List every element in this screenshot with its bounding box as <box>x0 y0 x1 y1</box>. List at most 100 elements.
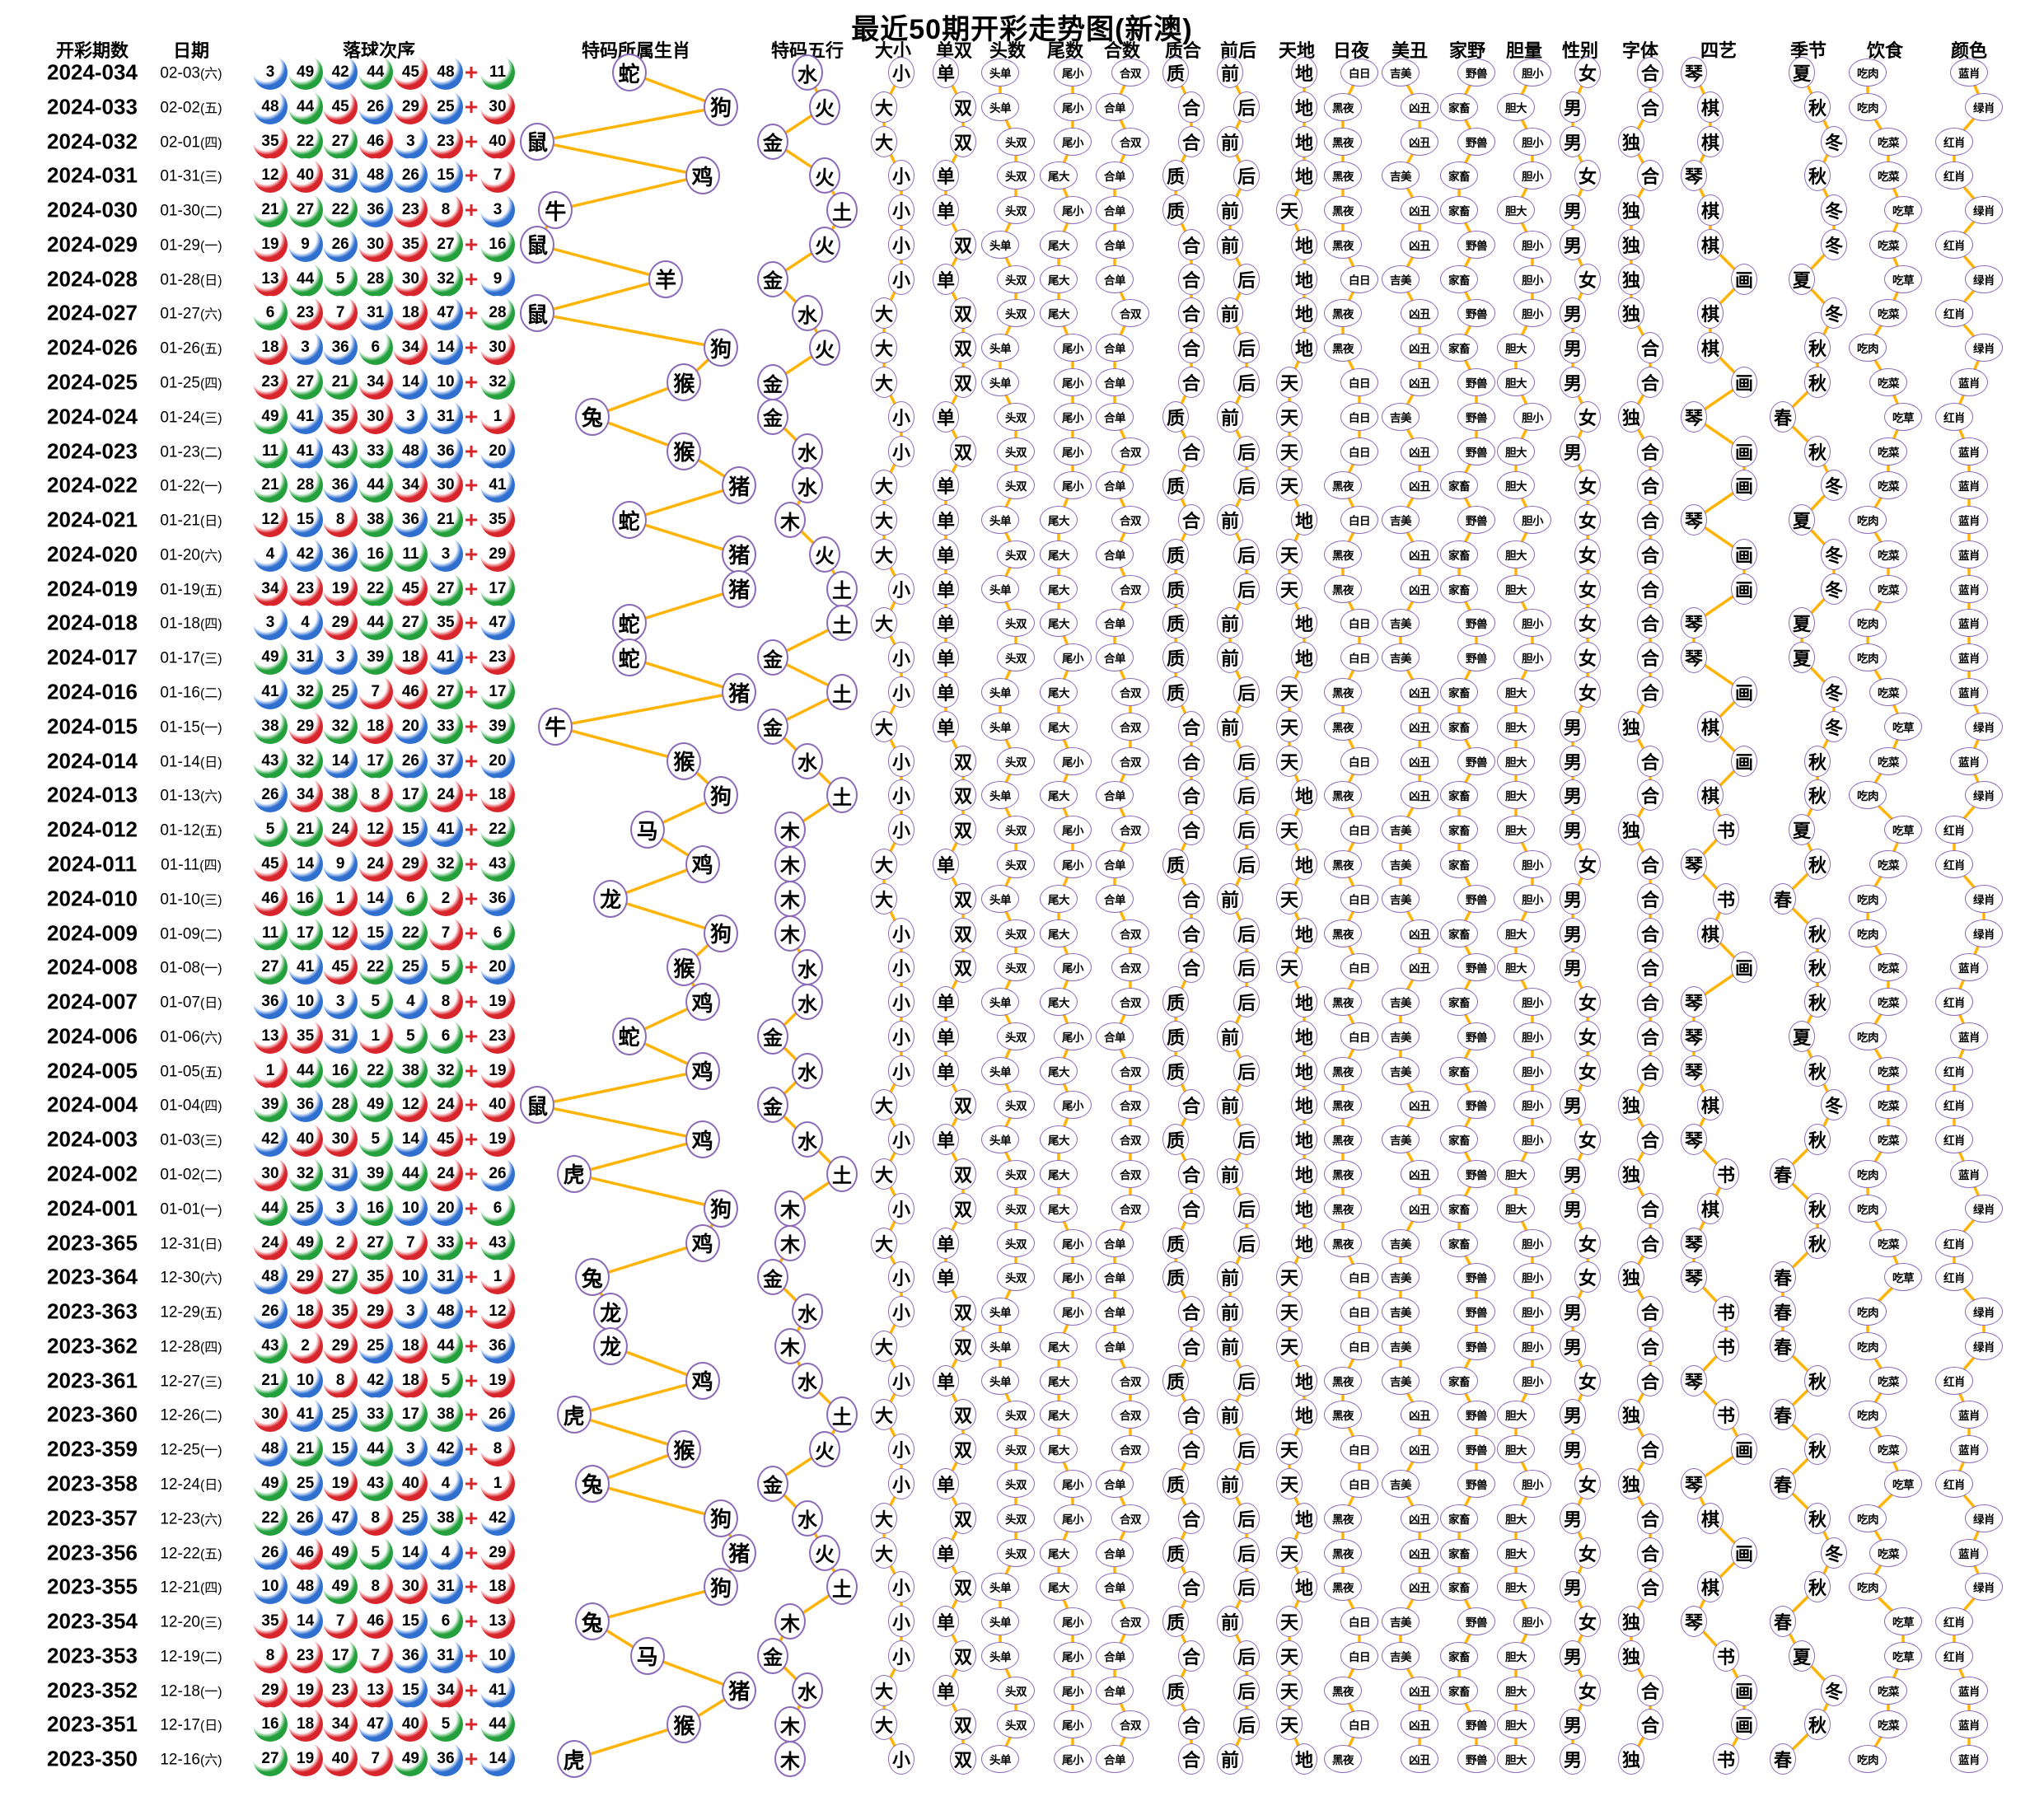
attr-node-字体: 合 <box>1637 952 1663 984</box>
attr-node-饮食: 吃草 <box>1884 712 1922 741</box>
element-node: 金 <box>757 398 788 435</box>
lottery-ball: 34 <box>393 330 428 366</box>
lottery-ball: 45 <box>393 55 428 90</box>
attr-node-大小: 大 <box>871 367 897 399</box>
lottery-ball: 15 <box>358 915 393 951</box>
attr-node-胆量: 胆大 <box>1497 1538 1535 1567</box>
attr-node-美丑: 凶丑 <box>1401 540 1438 568</box>
attr-node-天地: 天 <box>1276 194 1303 227</box>
weekday-label: (四) <box>199 1581 222 1596</box>
attr-node-尾数: 尾大 <box>1040 919 1078 947</box>
lottery-ball: 28 <box>323 1088 358 1123</box>
attr-node-大小: 大 <box>871 1674 897 1706</box>
attr-node-字体: 合 <box>1637 642 1663 674</box>
lottery-ball: 3 <box>393 1432 428 1467</box>
weekday-label: (六) <box>199 1513 222 1527</box>
attr-node-日夜: 白日 <box>1340 1331 1378 1360</box>
attr-node-性别: 女 <box>1574 400 1601 433</box>
special-ball: 13 <box>480 1604 515 1640</box>
lottery-ball: 45 <box>393 571 428 606</box>
column-header-家野: 家野 <box>1448 40 1486 61</box>
lottery-ball: 31 <box>288 640 323 676</box>
attr-node-合数: 合单 <box>1096 1298 1134 1326</box>
attr-node-前后: 前 <box>1217 57 1243 88</box>
weekday-label: (三) <box>199 893 222 908</box>
lottery-ball: 23 <box>288 296 323 331</box>
attr-node-合数: 合双 <box>1111 678 1149 707</box>
attr-node-胆量: 胆小 <box>1513 230 1551 259</box>
lottery-ball: 26 <box>393 158 428 194</box>
attr-node-日夜: 白日 <box>1340 884 1378 913</box>
lottery-ball: 5 <box>428 950 463 985</box>
attr-node-单双: 单 <box>933 1261 959 1293</box>
attr-node-头数: 头双 <box>997 1401 1035 1429</box>
lottery-ball: 19 <box>288 1742 323 1777</box>
attr-node-大小: 小 <box>888 160 914 192</box>
date-label: 01-09(二) <box>160 925 222 943</box>
attr-node-头数: 头双 <box>997 264 1035 293</box>
element-node: 水 <box>792 1293 823 1331</box>
attr-node-四艺: 琴 <box>1681 504 1707 536</box>
plus-icon: + <box>464 747 479 774</box>
attr-node-季节: 春 <box>1770 1743 1796 1775</box>
special-ball: 11 <box>480 55 515 90</box>
attr-node-大小: 大 <box>871 91 897 123</box>
attr-node-性别: 女 <box>1574 538 1601 570</box>
lottery-ball: 31 <box>428 1638 463 1673</box>
attr-node-性别: 男 <box>1560 745 1586 777</box>
lottery-ball: 39 <box>253 1088 288 1123</box>
lottery-ball: 8 <box>323 1363 358 1398</box>
weekday-label: (四) <box>199 617 222 632</box>
attr-node-质合: 合 <box>1178 228 1204 260</box>
lottery-ball: 48 <box>428 1294 463 1330</box>
attr-node-胆量: 胆大 <box>1497 919 1535 947</box>
zodiac-node: 龙 <box>593 1293 629 1331</box>
attr-node-四艺: 棋 <box>1697 228 1724 260</box>
attr-node-胆量: 胆大 <box>1497 1676 1535 1705</box>
attr-node-颜色: 绿肖 <box>1965 1504 2003 1532</box>
attr-node-饮食: 吃菜 <box>1869 1056 1907 1085</box>
attr-node-尾数: 尾大 <box>1040 781 1078 810</box>
attr-node-前后: 后 <box>1233 470 1260 502</box>
lottery-ball: 25 <box>428 89 463 124</box>
lottery-ball: 49 <box>288 1225 323 1261</box>
lottery-ball: 32 <box>288 1156 323 1191</box>
period-label: 2024-024 <box>47 404 138 429</box>
lottery-ball: 7 <box>323 1604 358 1640</box>
element-node: 土 <box>826 1155 858 1192</box>
plus-icon: + <box>464 1264 479 1290</box>
lottery-ball: 5 <box>428 1363 463 1398</box>
lottery-ball: 7 <box>393 1225 428 1261</box>
date-label: 12-28(四) <box>160 1338 222 1356</box>
attr-node-前后: 后 <box>1233 1434 1260 1466</box>
lottery-ball: 17 <box>393 1397 428 1433</box>
attr-node-性别: 女 <box>1574 676 1601 709</box>
lottery-ball: 46 <box>358 124 393 159</box>
attr-node-四艺: 棋 <box>1697 91 1724 123</box>
plus-icon: + <box>464 679 479 705</box>
attr-node-尾数: 尾大 <box>1040 1056 1078 1085</box>
attr-node-质合: 合 <box>1178 1330 1204 1362</box>
attr-node-合数: 合双 <box>1111 1710 1149 1739</box>
period-label: 2024-005 <box>47 1058 138 1083</box>
plus-icon: + <box>464 850 479 877</box>
attr-node-尾数: 尾大 <box>1040 574 1078 603</box>
lottery-ball: 35 <box>253 1604 288 1640</box>
attr-node-四艺: 画 <box>1731 1709 1757 1741</box>
attr-node-胆量: 胆小 <box>1513 988 1551 1017</box>
lottery-ball: 16 <box>253 1707 288 1743</box>
attr-node-家野: 野兽 <box>1457 1159 1495 1188</box>
attr-node-头数: 头双 <box>997 919 1035 947</box>
date-label: 01-13(六) <box>160 787 222 805</box>
attr-node-质合: 合 <box>1178 1158 1204 1190</box>
weekday-label: (一) <box>199 961 222 976</box>
attr-node-单双: 双 <box>950 1502 976 1534</box>
lottery-ball: 49 <box>393 1742 428 1777</box>
attr-node-尾数: 尾小 <box>1054 368 1092 397</box>
lottery-ball: 8 <box>428 193 463 228</box>
lottery-ball: 45 <box>253 846 288 882</box>
attr-node-四艺: 琴 <box>1681 848 1707 880</box>
element-node: 金 <box>757 123 788 160</box>
attr-node-日夜: 白日 <box>1340 609 1378 638</box>
attr-node-尾数: 尾小 <box>1054 127 1092 156</box>
